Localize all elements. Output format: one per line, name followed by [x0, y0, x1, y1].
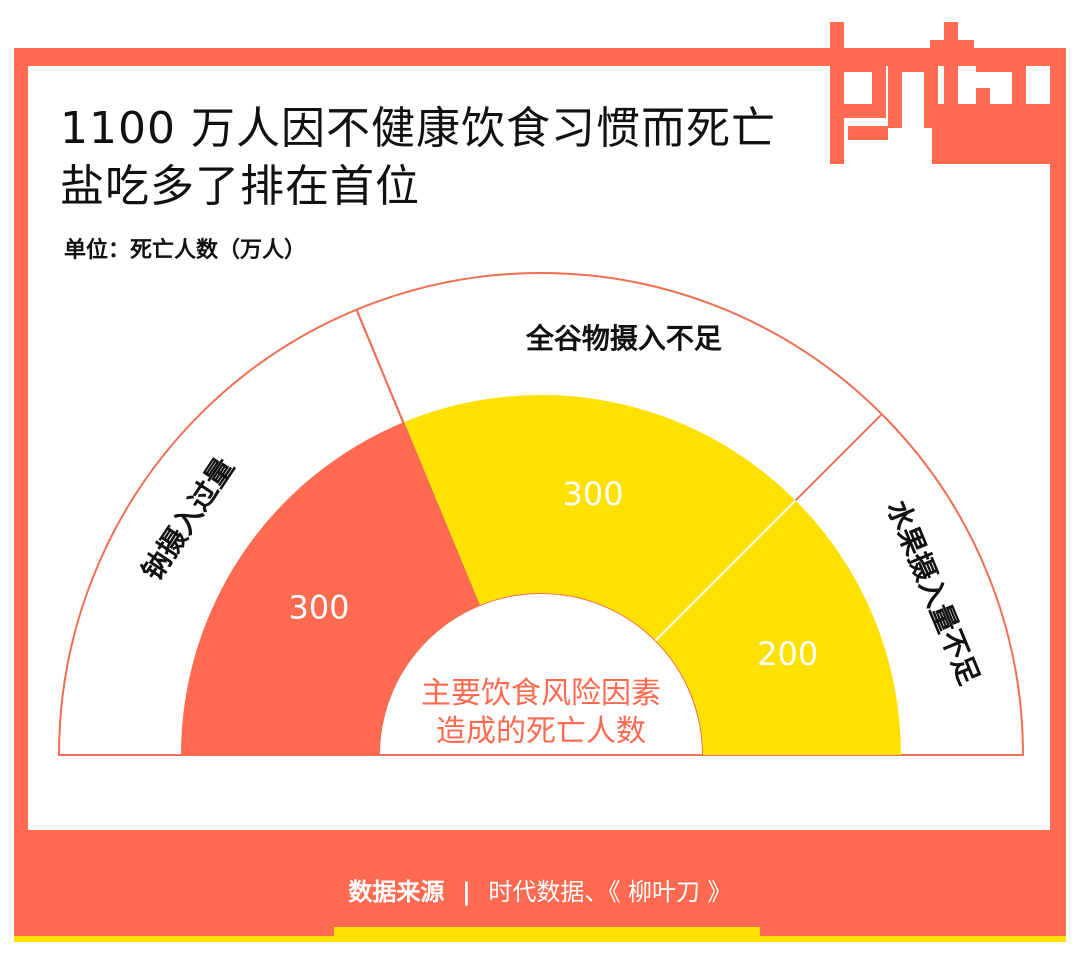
value-label-3: 200	[757, 635, 818, 673]
source-line: 数据来源 | 时代数据、《 柳叶刀 》	[0, 872, 1080, 907]
unit-label: 单位：死亡人数（万人）	[64, 238, 307, 263]
title-line-2: 盐吃多了排在首位	[60, 161, 420, 212]
value-label-2: 300	[563, 475, 624, 513]
logo-text: 时代数据	[931, 107, 1047, 144]
segment-3	[655, 500, 902, 755]
data-logo-icon	[830, 22, 1066, 164]
center-label-line-1: 主要饮食风险因素	[421, 676, 661, 711]
category-label-2: 全谷物摄入不足	[525, 322, 722, 355]
title-line-1: 1100 万人因不健康饮食习惯而死亡	[60, 103, 776, 154]
center-label-line-2: 造成的死亡人数	[436, 714, 646, 749]
source-separator: |	[461, 878, 471, 906]
ring-divider-1	[355, 309, 405, 423]
segment-1	[181, 422, 480, 755]
source-label: 数据来源	[348, 878, 445, 906]
page-title: 1100 万人因不健康饮食习惯而死亡 盐吃多了排在首位	[60, 100, 776, 216]
segment-2	[403, 395, 796, 641]
footer-underline	[14, 936, 1066, 942]
ring-divider-2	[794, 413, 883, 502]
value-label-1: 300	[288, 589, 349, 627]
footer-accent-bar	[334, 927, 760, 936]
source-text: 时代数据、《 柳叶刀 》	[488, 878, 732, 906]
